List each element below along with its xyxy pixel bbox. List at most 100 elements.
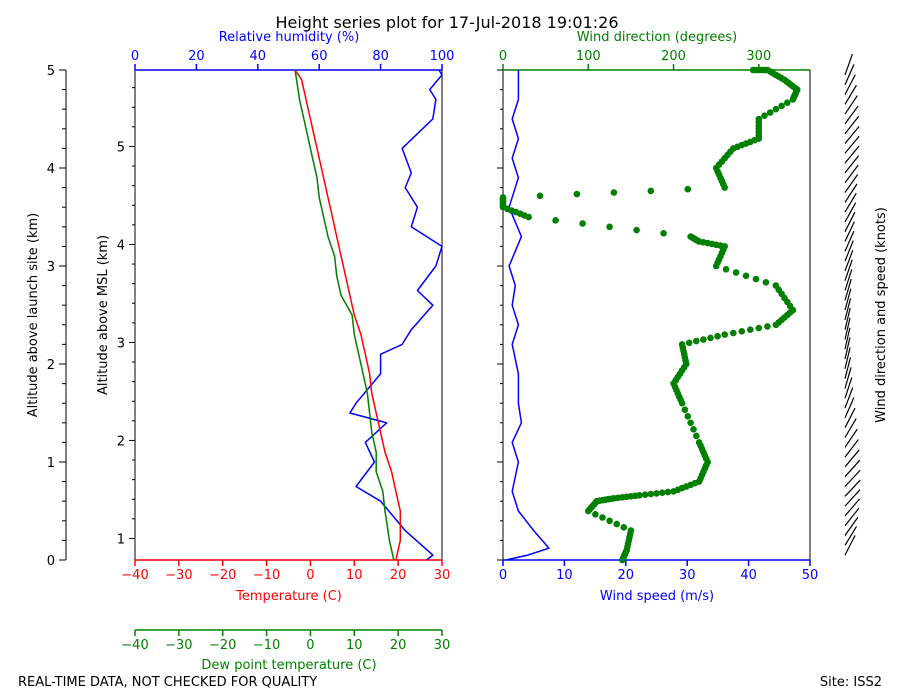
x-tick-label: −30 — [165, 638, 192, 653]
wind-direction-point — [693, 432, 700, 440]
wind-speed-line — [505, 70, 550, 561]
wind-direction-point — [755, 324, 763, 332]
wind-direction-point — [620, 524, 628, 531]
x-tick-label: 0 — [499, 568, 507, 583]
wind-speed-axis-label: Wind speed (m/s) — [600, 589, 714, 604]
wind-barb — [844, 174, 859, 193]
dewpoint-ticks: −40 −30 −20 −10 0 10 20 30 — [121, 630, 450, 653]
wind-barb — [844, 489, 861, 507]
y-tick-label: 3 — [117, 336, 125, 351]
x-tick-label: −20 — [209, 568, 236, 583]
x-tick-label: 300 — [746, 49, 771, 64]
wind-direction-point — [772, 282, 780, 289]
wind-barb — [844, 317, 851, 340]
temperature-axis-label: Temperature (C) — [235, 589, 342, 604]
wind-barb — [844, 307, 851, 330]
humidity-ticks: 0 20 40 60 80 100 — [131, 49, 454, 70]
x-tick-label: 40 — [740, 568, 757, 583]
wind-barb — [844, 479, 861, 497]
wind-barb — [844, 337, 851, 360]
thermo-plot-area — [134, 69, 443, 561]
wind-barb — [844, 535, 856, 556]
wind-barb — [844, 517, 859, 536]
wind-barb — [844, 135, 860, 154]
wind-direction-point — [687, 419, 694, 427]
wind-barb — [844, 288, 852, 311]
y-tick-label: 0 — [47, 554, 55, 569]
wind-direction-point — [778, 102, 785, 110]
wind-barb — [844, 84, 857, 105]
wind-direction-point — [693, 337, 700, 345]
x-tick-label: 100 — [576, 49, 601, 64]
wind-barb — [844, 259, 853, 281]
x-tick-label: −30 — [165, 568, 192, 583]
wind-direction-point — [766, 109, 774, 116]
wind-barb — [844, 498, 860, 517]
wind-direction-point — [573, 190, 581, 198]
wind-direction-point — [730, 329, 737, 337]
x-tick-label: 30 — [679, 568, 696, 583]
wind-direction-point — [684, 413, 692, 420]
outer-altitude-label: Altitude above launch site (km) — [26, 213, 41, 417]
temperature-ticks: −40 −30 −20 −10 0 10 20 30 — [121, 560, 450, 583]
wind-direction-point — [606, 517, 613, 525]
y-tick-label: 5 — [117, 140, 125, 155]
wind-barb — [844, 407, 856, 428]
wind-barb — [844, 418, 857, 438]
wind-direction-point — [761, 112, 768, 119]
wind-barb — [844, 459, 861, 478]
wind-direction-point — [732, 269, 740, 276]
wind-barb — [844, 439, 859, 458]
y-tick-label: 2 — [47, 358, 55, 373]
wind-barb — [844, 145, 860, 164]
wind-barb — [844, 449, 860, 468]
wind-barbs-label: Wind direction and speed (knots) — [874, 207, 889, 423]
x-tick-label: −10 — [253, 638, 280, 653]
wind-barb — [844, 397, 855, 419]
wind-direction-point — [579, 220, 586, 227]
wind-barbs — [844, 53, 861, 556]
x-tick-label: 10 — [346, 568, 363, 583]
x-tick-label: 50 — [802, 568, 819, 583]
wind-barb — [844, 125, 860, 144]
wind-direction-point — [599, 514, 606, 521]
x-tick-label: 80 — [372, 49, 389, 64]
wind-direction-point — [627, 527, 635, 534]
wind-barb — [844, 387, 854, 409]
x-tick-label: 0 — [131, 49, 139, 64]
y-tick-label: 4 — [117, 238, 125, 253]
humidity-line — [349, 69, 443, 561]
chart-title: Height series plot for 17-Jul-2018 19:01… — [275, 13, 618, 32]
wind-barb — [844, 230, 855, 252]
wind-direction-point — [681, 406, 689, 414]
wind-direction-point — [721, 331, 728, 338]
wind-barb — [844, 183, 858, 203]
wind-direction-point — [695, 439, 703, 446]
wind-barb — [844, 53, 853, 76]
x-tick-label: 20 — [390, 638, 407, 653]
wind-direction-axis-label: Wind direction (degrees) — [577, 30, 737, 45]
wind-barb — [844, 269, 853, 291]
wind-direction-point — [633, 226, 640, 234]
wind-barb — [844, 95, 858, 115]
footer-site: Site: ISS2 — [820, 675, 882, 690]
wind-direction-point — [592, 511, 599, 518]
wind-direction-point — [752, 275, 760, 283]
wind-barb — [844, 240, 854, 262]
wind-barb — [844, 115, 860, 135]
x-tick-label: 30 — [434, 568, 451, 583]
x-tick-label: 20 — [618, 568, 635, 583]
wind-direction-point — [755, 115, 763, 123]
wind-barb — [844, 377, 853, 399]
wind-barb — [844, 428, 858, 448]
wind-direction-point — [613, 520, 620, 528]
wind-barb — [844, 74, 856, 95]
wind-plot-area — [502, 69, 811, 561]
wind-direction-point — [722, 266, 730, 273]
wind-direction-point — [606, 223, 613, 231]
x-tick-label: 0 — [499, 49, 507, 64]
wind-direction-point — [700, 336, 707, 343]
wind-direction-point — [658, 489, 666, 497]
outer-altitude-ticks: 0 1 2 3 4 5 — [47, 64, 66, 569]
wind-direction-point — [552, 217, 559, 224]
